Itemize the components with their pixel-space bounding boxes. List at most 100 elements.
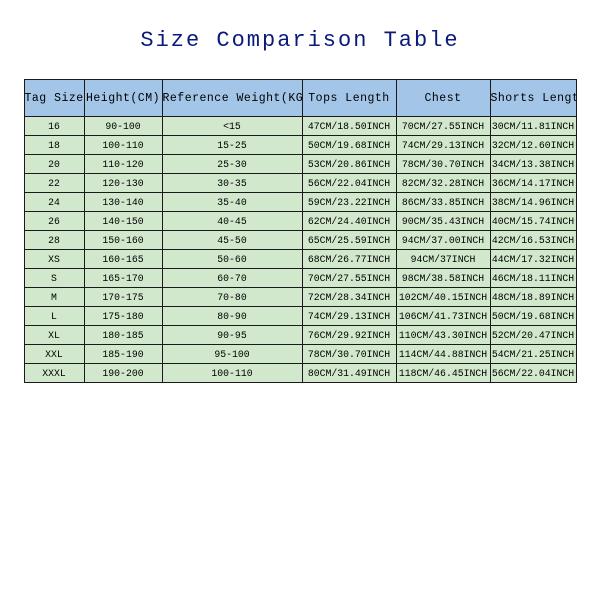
table-row: 24130-14035-4059CM/23.22INCH86CM/33.85IN… [24, 193, 576, 212]
cell: 26 [24, 212, 84, 231]
table-row: M170-17570-8072CM/28.34INCH102CM/40.15IN… [24, 288, 576, 307]
cell: 95-100 [162, 345, 302, 364]
cell: 35-40 [162, 193, 302, 212]
cell: 70CM/27.55INCH [302, 269, 396, 288]
table-row: XL180-18590-9576CM/29.92INCH110CM/43.30I… [24, 326, 576, 345]
col-header: Shorts Length [490, 80, 576, 117]
cell: 20 [24, 155, 84, 174]
cell: 106CM/41.73INCH [396, 307, 490, 326]
col-header: Tops Length [302, 80, 396, 117]
cell: 90-95 [162, 326, 302, 345]
cell: 32CM/12.60INCH [490, 136, 576, 155]
cell: 90CM/35.43INCH [396, 212, 490, 231]
cell: L [24, 307, 84, 326]
cell: 60-70 [162, 269, 302, 288]
cell: 110CM/43.30INCH [396, 326, 490, 345]
cell: XL [24, 326, 84, 345]
cell: 22 [24, 174, 84, 193]
cell: 70-80 [162, 288, 302, 307]
cell: 140-150 [84, 212, 162, 231]
cell: 102CM/40.15INCH [396, 288, 490, 307]
cell: 50CM/19.68INCH [302, 136, 396, 155]
table-row: XXXL190-200100-11080CM/31.49INCH118CM/46… [24, 364, 576, 383]
size-table: Tag Size Height(CM) Reference Weight(KG)… [24, 79, 577, 383]
cell: 76CM/29.92INCH [302, 326, 396, 345]
cell: 24 [24, 193, 84, 212]
cell: 120-130 [84, 174, 162, 193]
cell: 28 [24, 231, 84, 250]
cell: 38CM/14.96INCH [490, 193, 576, 212]
cell: 52CM/20.47INCH [490, 326, 576, 345]
cell: 45-50 [162, 231, 302, 250]
cell: 18 [24, 136, 84, 155]
cell: 94CM/37INCH [396, 250, 490, 269]
col-header: Reference Weight(KG) [162, 80, 302, 117]
cell: 56CM/22.04INCH [490, 364, 576, 383]
cell: XXXL [24, 364, 84, 383]
table-body: 1690-100<1547CM/18.50INCH70CM/27.55INCH3… [24, 117, 576, 383]
cell: 42CM/16.53INCH [490, 231, 576, 250]
cell: 150-160 [84, 231, 162, 250]
cell: 180-185 [84, 326, 162, 345]
cell: 100-110 [84, 136, 162, 155]
cell: 175-180 [84, 307, 162, 326]
cell: 130-140 [84, 193, 162, 212]
size-table-container: Size Comparison Table Tag Size Height(CM… [0, 0, 600, 383]
cell: 100-110 [162, 364, 302, 383]
cell: 82CM/32.28INCH [396, 174, 490, 193]
cell: 53CM/20.86INCH [302, 155, 396, 174]
cell: 15-25 [162, 136, 302, 155]
cell: 44CM/17.32INCH [490, 250, 576, 269]
cell: 36CM/14.17INCH [490, 174, 576, 193]
cell: 47CM/18.50INCH [302, 117, 396, 136]
cell: <15 [162, 117, 302, 136]
cell: 40-45 [162, 212, 302, 231]
cell: 16 [24, 117, 84, 136]
cell: XS [24, 250, 84, 269]
table-row: 28150-16045-5065CM/25.59INCH94CM/37.00IN… [24, 231, 576, 250]
cell: 56CM/22.04INCH [302, 174, 396, 193]
cell: 72CM/28.34INCH [302, 288, 396, 307]
cell: 110-120 [84, 155, 162, 174]
cell: 70CM/27.55INCH [396, 117, 490, 136]
cell: 59CM/23.22INCH [302, 193, 396, 212]
header-row: Tag Size Height(CM) Reference Weight(KG)… [24, 80, 576, 117]
cell: 80-90 [162, 307, 302, 326]
cell: 62CM/24.40INCH [302, 212, 396, 231]
table-row: XXL185-19095-10078CM/30.70INCH114CM/44.8… [24, 345, 576, 364]
cell: 78CM/30.70INCH [396, 155, 490, 174]
table-row: S165-17060-7070CM/27.55INCH98CM/38.58INC… [24, 269, 576, 288]
cell: 170-175 [84, 288, 162, 307]
table-row: 18100-11015-2550CM/19.68INCH74CM/29.13IN… [24, 136, 576, 155]
cell: M [24, 288, 84, 307]
cell: 65CM/25.59INCH [302, 231, 396, 250]
table-row: XS160-16550-6068CM/26.77INCH94CM/37INCH4… [24, 250, 576, 269]
cell: 118CM/46.45INCH [396, 364, 490, 383]
cell: 114CM/44.88INCH [396, 345, 490, 364]
cell: 48CM/18.89INCH [490, 288, 576, 307]
cell: 74CM/29.13INCH [302, 307, 396, 326]
col-header: Chest [396, 80, 490, 117]
table-row: 26140-15040-4562CM/24.40INCH90CM/35.43IN… [24, 212, 576, 231]
cell: 50CM/19.68INCH [490, 307, 576, 326]
table-row: 20110-12025-3053CM/20.86INCH78CM/30.70IN… [24, 155, 576, 174]
table-row: 1690-100<1547CM/18.50INCH70CM/27.55INCH3… [24, 117, 576, 136]
cell: 165-170 [84, 269, 162, 288]
cell: 46CM/18.11INCH [490, 269, 576, 288]
cell: 80CM/31.49INCH [302, 364, 396, 383]
col-header: Height(CM) [84, 80, 162, 117]
cell: S [24, 269, 84, 288]
cell: 190-200 [84, 364, 162, 383]
cell: 185-190 [84, 345, 162, 364]
col-header: Tag Size [24, 80, 84, 117]
cell: 74CM/29.13INCH [396, 136, 490, 155]
cell: 160-165 [84, 250, 162, 269]
page-title: Size Comparison Table [0, 28, 600, 53]
cell: XXL [24, 345, 84, 364]
table-row: 22120-13030-3556CM/22.04INCH82CM/32.28IN… [24, 174, 576, 193]
cell: 54CM/21.25INCH [490, 345, 576, 364]
cell: 94CM/37.00INCH [396, 231, 490, 250]
cell: 40CM/15.74INCH [490, 212, 576, 231]
cell: 30-35 [162, 174, 302, 193]
table-row: L175-18080-9074CM/29.13INCH106CM/41.73IN… [24, 307, 576, 326]
